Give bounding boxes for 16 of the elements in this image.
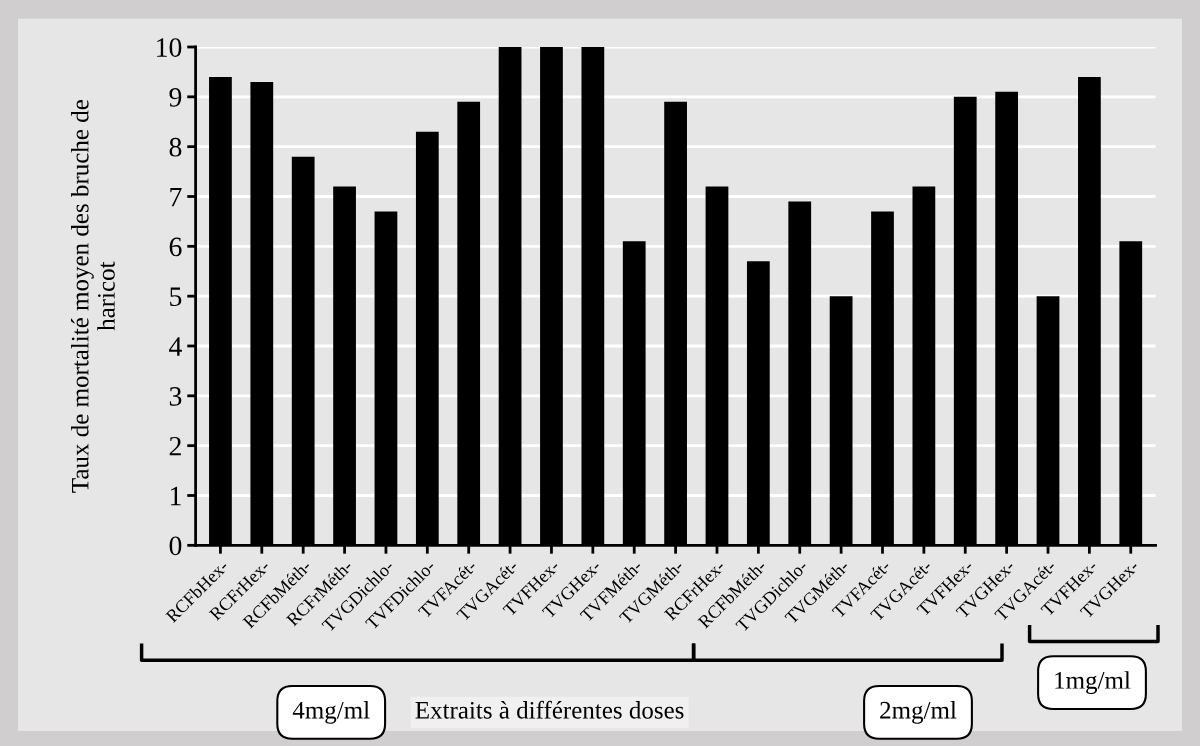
- y-tick-label: 6: [169, 237, 182, 257]
- y-tick-label: 1: [170, 486, 181, 506]
- text: 1mg/ml: [1055, 671, 1131, 694]
- y-tick-label: 4: [169, 337, 182, 356]
- y-axis-title: Taux de mortalité moyen des bruche de haricot: [70, 100, 115, 493]
- y-tick-label: 10: [157, 38, 182, 57]
- y-tick-label: 5: [170, 287, 182, 307]
- text: 2mg/ml: [880, 701, 957, 724]
- y-tick-label: 8: [169, 137, 182, 157]
- y-tick-label: 3: [169, 387, 182, 406]
- y-tick-label: 2: [169, 436, 181, 456]
- y-tick-label: 9: [169, 88, 182, 107]
- x-axis-title: Extraits à différentes doses: [415, 700, 684, 719]
- text: 4mg/ml: [292, 701, 370, 724]
- y-tick-label: 0: [169, 536, 182, 556]
- y-tick-label: 7: [170, 187, 182, 207]
